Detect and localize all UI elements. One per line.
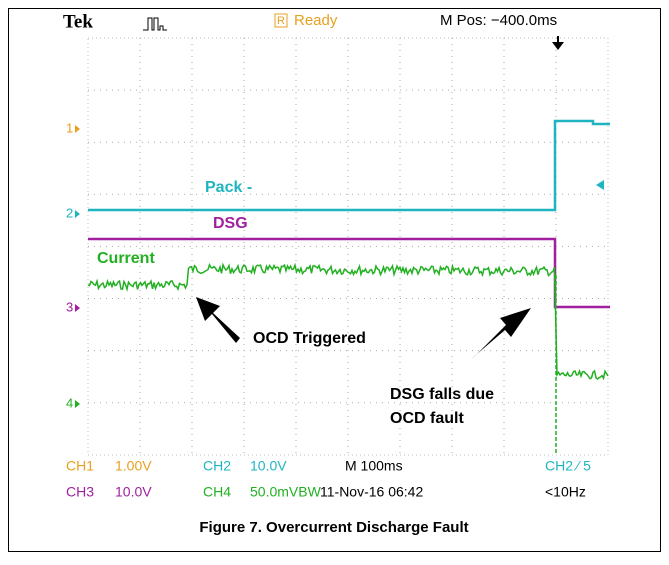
setting: CH4	[203, 484, 231, 500]
trace-label: Current	[97, 250, 155, 267]
current-trace	[87, 262, 609, 381]
annotation: OCD fault	[390, 410, 464, 427]
setting: 1.00V	[115, 458, 152, 474]
annotation: DSG falls due	[390, 386, 494, 403]
channel-marker: 4	[66, 395, 73, 410]
channel-marker: 1	[66, 120, 73, 135]
setting: 10.0V	[115, 484, 152, 500]
trigger-level-marker	[596, 180, 604, 190]
channel-marker: 3	[66, 299, 73, 314]
setting: M 100ms	[345, 458, 403, 474]
setting: <10Hz	[545, 484, 586, 500]
position: M Pos: −400.0ms	[440, 12, 557, 29]
channel-marker: 2	[66, 205, 73, 220]
setting: CH1	[66, 458, 94, 474]
arrow	[470, 308, 531, 360]
status: Ready	[294, 12, 338, 29]
trigger-icon	[143, 17, 167, 31]
setting: 50.0mVBW	[250, 484, 322, 500]
setting: CH3	[66, 484, 94, 500]
trace-label: DSG	[213, 215, 248, 232]
status-badge: R	[277, 15, 285, 27]
caption: Figure 7. Overcurrent Discharge Fault	[199, 519, 468, 536]
trace-label: Pack -	[205, 179, 252, 196]
graticule	[87, 37, 609, 456]
arrow	[196, 297, 240, 343]
pack-trace	[88, 119, 610, 212]
setting: 11-Nov-16 06:42	[320, 484, 423, 500]
brand: Tek	[63, 11, 93, 32]
channel-marker-arrow	[75, 210, 80, 218]
trigger-position-marker	[552, 36, 564, 50]
status-badge-box	[274, 13, 288, 28]
setting: 10.0V	[250, 458, 287, 474]
frame	[8, 8, 661, 552]
setting: CH2 ⁄ 5	[545, 458, 591, 474]
channel-marker-arrow	[75, 125, 80, 133]
channel-marker-arrow	[75, 304, 80, 312]
setting: CH2	[203, 458, 231, 474]
annotation: OCD Triggered	[253, 330, 366, 347]
channel-marker-arrow	[75, 400, 80, 408]
